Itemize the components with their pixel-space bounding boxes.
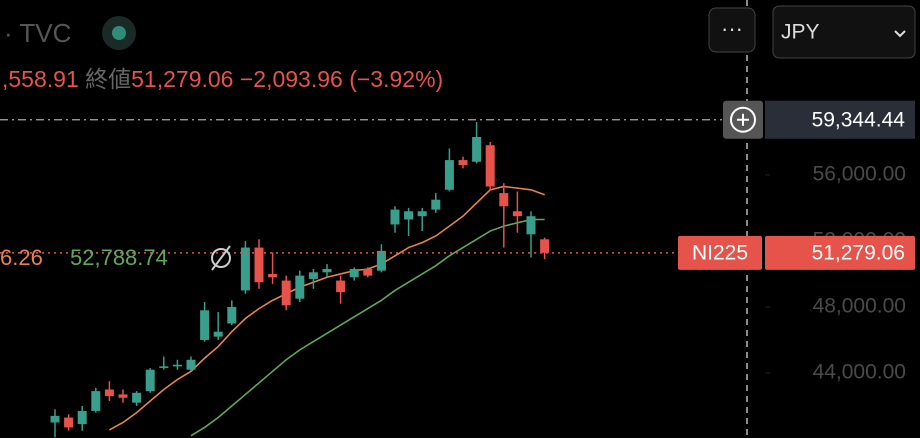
currency-select[interactable]	[772, 5, 916, 59]
candle-body	[77, 410, 87, 425]
candle-body	[376, 250, 386, 271]
crosshair-label: 59,344.44	[812, 108, 906, 131]
candle-body	[349, 269, 359, 278]
ohlc-row: ,558.91 終値51,279.06 −2,093.96 (−3.92%)	[2, 66, 443, 92]
moving-average	[109, 185, 545, 431]
candle-body	[281, 280, 291, 306]
last-price-box	[765, 235, 915, 270]
candle-body	[200, 310, 210, 340]
candle-body	[50, 415, 60, 423]
symbol: · TVC	[4, 18, 71, 48]
candle-body	[322, 269, 332, 273]
candle-body	[172, 364, 182, 367]
overlay: 59,344.44 NI225 51,279.06	[678, 100, 915, 270]
candle-body	[227, 306, 237, 324]
moving-average	[190, 218, 545, 437]
candle-body	[213, 331, 223, 337]
candle-body	[512, 211, 522, 217]
crosshair-label-box	[765, 100, 915, 139]
more-icon: ···	[721, 16, 743, 41]
candle-body	[132, 392, 142, 403]
status-dot	[112, 26, 126, 40]
add-icon	[730, 106, 756, 133]
candle-body	[458, 160, 468, 166]
candle-body	[485, 145, 495, 187]
ma-label: 6.26	[0, 245, 43, 270]
candle-body	[472, 136, 482, 162]
hide-icon[interactable]	[211, 245, 231, 271]
symbol-label-box	[678, 235, 762, 270]
candle-body	[308, 272, 318, 279]
candle-body	[145, 369, 155, 392]
candle-body	[91, 391, 101, 411]
candle-body	[336, 280, 346, 293]
candle-body	[254, 247, 264, 283]
y-tick-label: 48,000.00	[813, 295, 906, 318]
candle-body	[390, 209, 400, 225]
symbol-label: NI225	[692, 241, 748, 264]
candle-body	[295, 275, 305, 299]
candle-body	[186, 359, 196, 370]
candle-body	[540, 239, 550, 253]
candle-body	[499, 193, 509, 207]
add-icon	[737, 113, 749, 126]
last-price-label: 51,279.06	[812, 241, 905, 264]
candle-body	[118, 394, 128, 398]
candle-body	[64, 417, 74, 428]
candle-body	[268, 273, 278, 278]
y-tick-label: 56,000.00	[813, 162, 906, 185]
currency: JPY	[781, 21, 820, 44]
candle-body	[363, 269, 373, 276]
y-tick-label: 44,000.00	[813, 361, 906, 384]
candle-body	[159, 366, 169, 369]
candle-body	[431, 199, 441, 210]
candle-body	[417, 211, 427, 217]
candle-body	[444, 160, 454, 190]
candle-body	[404, 211, 414, 220]
candle-body	[240, 247, 250, 291]
chevron	[894, 30, 906, 38]
candle-body	[526, 216, 536, 235]
ma-label: 52,788.74	[70, 245, 168, 270]
candle-body	[104, 389, 114, 397]
more-button[interactable]	[708, 7, 756, 53]
